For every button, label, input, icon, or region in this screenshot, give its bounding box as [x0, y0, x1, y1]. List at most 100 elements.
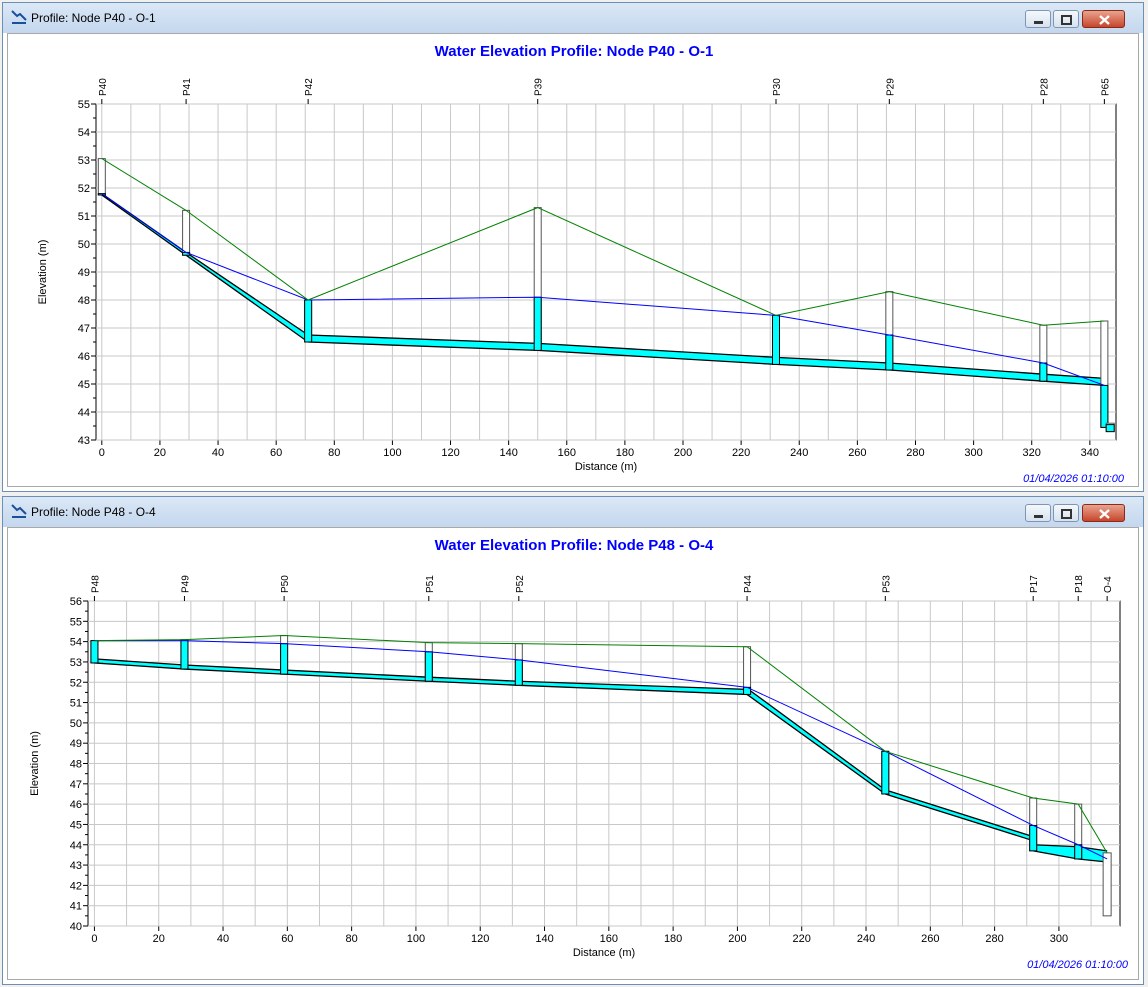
y-tick-label: 53: [70, 657, 82, 669]
pipe-crown-line: [284, 669, 429, 678]
node-water: [514, 659, 523, 686]
close-button[interactable]: [1082, 504, 1125, 522]
node-label: P49: [180, 575, 191, 593]
pipe-water: [94, 658, 185, 670]
y-tick-label: 44: [70, 840, 82, 852]
x-tick-label: 220: [793, 933, 811, 945]
profile-window-2: Profile: Node P48 - O-4 Water Elevation …: [2, 496, 1144, 985]
x-tick-label: 320: [1023, 447, 1041, 459]
node-water: [533, 296, 542, 351]
x-tick-label: 180: [616, 447, 634, 459]
window-title: Profile: Node P48 - O-4: [31, 505, 156, 519]
pipe-water: [284, 670, 429, 682]
title-bar[interactable]: Profile: Node P40 - O-1: [3, 3, 1143, 33]
node-water: [424, 651, 433, 682]
y-tick-label: 48: [78, 295, 90, 307]
y-tick-label: 43: [70, 860, 82, 872]
pipe-invert-line: [889, 369, 1044, 382]
hydraulic-grade-line: [101, 193, 1105, 386]
pipe-invert-line: [185, 254, 309, 343]
node-water: [772, 314, 780, 365]
timestamp: 01/04/2026 01:10:00: [1023, 473, 1125, 485]
node-label: P30: [772, 78, 783, 96]
node-label: P50: [280, 575, 291, 593]
pipe-invert-line: [184, 668, 285, 675]
pipe-water: [1078, 846, 1108, 863]
y-tick-label: 55: [70, 616, 82, 628]
y-tick-label: 46: [70, 799, 82, 811]
pipe-crown-line: [889, 362, 1044, 375]
pipe-invert-line: [746, 693, 886, 795]
minimize-button[interactable]: [1025, 504, 1051, 522]
y-tick-label: 56: [70, 596, 82, 608]
close-button[interactable]: [1082, 10, 1125, 28]
maximize-button[interactable]: [1053, 504, 1079, 522]
x-tick-label: 80: [328, 447, 340, 459]
profile-chart: Water Elevation Profile: Node P40 - O-1 0…: [37, 43, 1125, 485]
pipe-water: [1033, 844, 1079, 859]
pipe-crown-line: [537, 342, 777, 359]
y-tick-label: 54: [78, 127, 90, 139]
minimize-button[interactable]: [1025, 10, 1051, 28]
y-tick-label: 47: [70, 779, 82, 791]
y-tick-label: 53: [78, 155, 90, 167]
x-tick-label: 280: [906, 447, 924, 459]
y-tick-label: 54: [70, 637, 82, 649]
x-tick-label: 0: [91, 933, 97, 945]
x-tick-label: 40: [212, 447, 224, 459]
x-tick-label: 20: [154, 447, 166, 459]
profile-icon: [11, 504, 27, 518]
pipe-invert-line: [428, 680, 519, 686]
node-label: P48: [90, 575, 101, 593]
y-tick-label: 51: [78, 211, 90, 223]
x-tick-label: 160: [558, 447, 576, 459]
node-label: P29: [885, 78, 896, 96]
y-tick-label: 55: [78, 99, 90, 111]
pipe-invert-line: [94, 662, 185, 670]
chart-title: Water Elevation Profile: Node P48 - O-4: [435, 537, 714, 554]
x-tick-label: 60: [270, 447, 282, 459]
y-tick-label: 43: [78, 435, 90, 447]
title-bar[interactable]: Profile: Node P48 - O-4: [3, 497, 1143, 527]
y-tick-label: 44: [78, 407, 90, 419]
node-water: [1029, 824, 1038, 852]
pipe-water: [776, 357, 890, 370]
x-axis-label: Distance (m): [573, 947, 635, 959]
profile-plot-area: Water Elevation Profile: Node P48 - O-4 0…: [7, 527, 1139, 980]
pipe-water: [1043, 374, 1105, 386]
y-tick-label: 42: [70, 880, 82, 892]
pipe-water: [308, 335, 538, 351]
pipe-water: [747, 688, 886, 794]
pipe-water: [889, 363, 1044, 382]
pipe-invert-line: [775, 363, 890, 371]
node-water: [1100, 384, 1109, 428]
y-tick-label: 41: [70, 901, 82, 913]
maximize-button[interactable]: [1053, 10, 1079, 28]
x-tick-label: 20: [153, 933, 165, 945]
pipe-water: [885, 789, 1034, 841]
node-label: P42: [304, 78, 315, 96]
y-tick-label: 50: [78, 239, 90, 251]
pipe-invert-line: [1043, 380, 1105, 387]
close-icon: [1099, 15, 1110, 25]
pipe-invert-line: [308, 341, 538, 352]
y-tick-label: 40: [70, 921, 82, 933]
pipe-invert-line: [537, 349, 777, 366]
pipe-crown-line: [1033, 844, 1079, 848]
x-tick-label: 60: [281, 933, 293, 945]
pipe-crown-line: [94, 658, 185, 666]
x-tick-label: 260: [921, 933, 939, 945]
pipe-crown-line: [1043, 373, 1105, 380]
minimize-icon: [1034, 515, 1043, 518]
pipe-invert-line: [1078, 858, 1108, 863]
ground-line: [94, 635, 1108, 854]
profile-chart: Water Elevation Profile: Node P48 - O-4 0…: [29, 537, 1129, 971]
x-tick-label: 200: [674, 447, 692, 459]
y-tick-label: 52: [70, 677, 82, 689]
minimize-icon: [1034, 21, 1043, 24]
node-water: [885, 334, 894, 371]
node-water: [1039, 362, 1048, 382]
y-axis-label: Elevation (m): [37, 240, 49, 305]
window-title: Profile: Node P40 - O-1: [31, 11, 156, 25]
y-axis-label: Elevation (m): [29, 731, 41, 796]
